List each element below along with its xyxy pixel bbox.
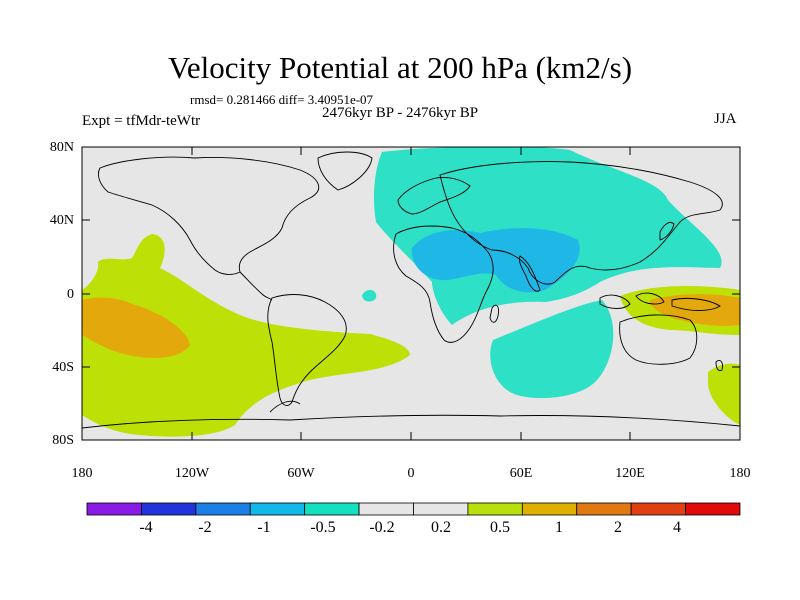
experiment-label: Expt = tfMdr-teWtr xyxy=(82,113,201,129)
colorbar-label: 2 xyxy=(614,519,622,536)
lat-label-80n: 80N xyxy=(49,140,74,155)
colorbar-label: -4 xyxy=(139,519,153,536)
colorbar-swatch xyxy=(86,502,142,516)
colorbar-label: -0.5 xyxy=(310,519,336,536)
colorbar-swatch xyxy=(467,502,523,516)
lon-label-180e: 180 xyxy=(729,466,751,481)
lat-label-40s: 40S xyxy=(52,360,74,375)
colorbar-label: -2 xyxy=(198,519,212,536)
negative-contour-region-south xyxy=(490,300,614,399)
colorbar-swatch xyxy=(413,502,469,516)
lat-label-40n: 40N xyxy=(49,213,74,228)
lon-label-0: 0 xyxy=(407,466,415,481)
colorbar-label: -0.2 xyxy=(369,519,395,536)
lat-label-80s: 80S xyxy=(52,433,74,448)
plot-title: Velocity Potential at 200 hPa (km2/s) xyxy=(167,50,633,85)
lon-label-120w: 120W xyxy=(174,466,210,481)
colorbar-swatch xyxy=(249,502,306,516)
colorbar-swatch xyxy=(521,502,578,516)
lat-label-0: 0 xyxy=(67,287,74,302)
lon-label-60e: 60E xyxy=(509,466,533,481)
positive-contour-region-southeast xyxy=(708,363,740,425)
season-label: JJA xyxy=(714,111,737,127)
coastlines xyxy=(82,151,740,429)
colorbar xyxy=(86,502,741,516)
axis-ticks xyxy=(81,146,741,441)
colorbar-swatch xyxy=(358,502,414,516)
colorbar-swatch xyxy=(576,502,632,516)
negative-core-region xyxy=(411,228,580,293)
colorbar-swatch xyxy=(304,502,360,516)
lon-label-120e: 120E xyxy=(615,466,645,481)
colorbar-label: 0.2 xyxy=(431,519,451,536)
lon-label-60w: 60W xyxy=(287,466,315,481)
colorbar-label: -1 xyxy=(257,519,271,536)
positive-contour-region xyxy=(82,234,410,437)
colorbar-label: 4 xyxy=(673,519,681,536)
period-subtitle: 2476kyr BP - 2476kyr BP xyxy=(322,105,479,121)
lon-label-180w: 180 xyxy=(71,466,93,481)
colorbar-label: 1 xyxy=(555,519,563,536)
colorbar-swatch xyxy=(630,502,686,516)
negative-contour-region-small xyxy=(362,289,377,302)
colorbar-swatch xyxy=(685,502,741,516)
colorbar-swatch xyxy=(195,502,251,516)
colorbar-label: 0.5 xyxy=(490,519,510,536)
positive-core-region xyxy=(82,297,190,358)
rmsd-diff-stats: rmsd= 0.281466 diff= 3.40951e-07 xyxy=(190,92,374,107)
colorbar-swatch xyxy=(141,502,197,516)
